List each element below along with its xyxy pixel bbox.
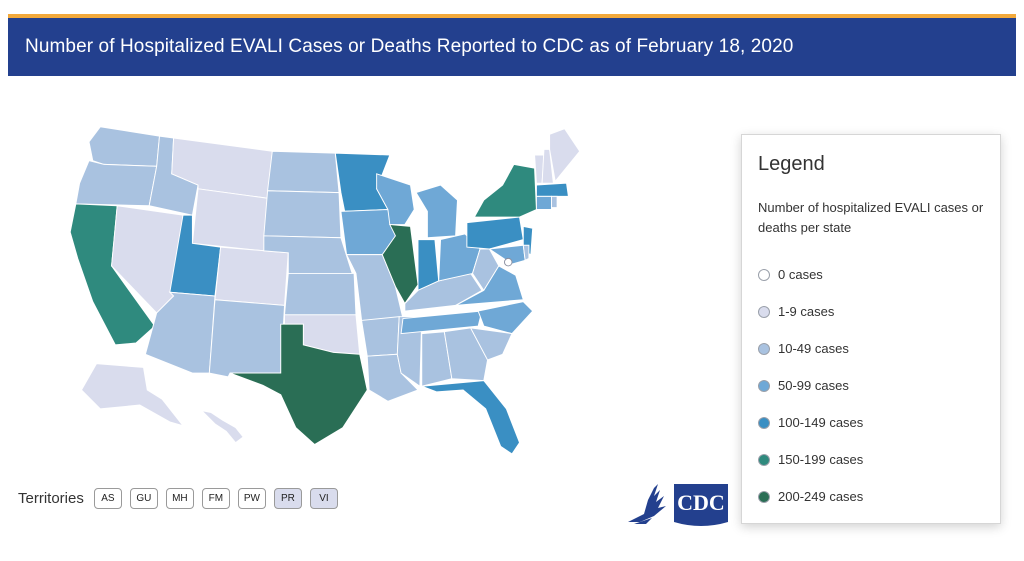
territories-bar: Territories AS GU MH FM PW PR VI [18, 486, 346, 510]
state-nd[interactable] [267, 150, 340, 194]
legend-panel: Legend Number of hospitalized EVALI case… [741, 134, 1001, 524]
state-mi[interactable] [415, 184, 458, 239]
legend-item-label: 200-249 cases [778, 489, 864, 504]
state-tn[interactable] [400, 310, 483, 335]
state-ga[interactable] [443, 327, 489, 382]
state-nh[interactable] [541, 148, 554, 184]
page-title: Number of Hospitalized EVALI Cases or De… [25, 36, 794, 57]
state-de[interactable] [522, 244, 530, 261]
territory-button-as[interactable]: AS [93, 487, 122, 509]
state-hi[interactable] [200, 409, 244, 444]
legend-item-label: 10-49 cases [778, 341, 849, 356]
legend-item-label: 0 cases [778, 267, 823, 282]
state-wv[interactable] [472, 248, 500, 292]
state-sd[interactable] [263, 190, 342, 239]
state-or[interactable] [75, 160, 158, 207]
territory-button-vi[interactable]: VI [309, 487, 338, 509]
territory-button-mh[interactable]: MH [165, 487, 194, 509]
legend-item: 1-9 cases [758, 293, 984, 330]
legend-item: 100-149 cases [758, 404, 984, 441]
territory-button-pr[interactable]: PR [273, 487, 302, 509]
state-ks[interactable] [284, 272, 357, 316]
legend-swatch-icon [758, 268, 770, 281]
territory-button-pw[interactable]: PW [237, 487, 266, 509]
legend-item: 150-199 cases [758, 441, 984, 478]
territory-button-fm[interactable]: FM [201, 487, 230, 509]
state-wa[interactable] [88, 126, 161, 167]
svg-text:CDC: CDC [677, 490, 725, 515]
state-nc[interactable] [477, 301, 534, 335]
state-me[interactable] [549, 128, 580, 183]
legend-item-label: 1-9 cases [778, 304, 835, 319]
legend-item: 50-99 cases [758, 367, 984, 404]
legend-item: 200-249 cases [758, 478, 984, 515]
state-ma[interactable] [535, 182, 569, 197]
legend-item-label: 150-199 cases [778, 452, 864, 467]
state-va[interactable] [455, 265, 524, 306]
territory-button-gu[interactable]: GU [129, 487, 158, 509]
hhs-eagle-icon [628, 484, 666, 524]
state-wi[interactable] [376, 173, 415, 226]
state-wy[interactable] [191, 188, 269, 252]
state-fl[interactable] [421, 380, 521, 455]
state-dc[interactable] [504, 257, 513, 267]
legend-swatch-icon [758, 379, 770, 392]
legend-subtitle: Number of hospitalized EVALI cases or de… [758, 200, 984, 235]
state-sc[interactable] [469, 327, 513, 361]
state-ct[interactable] [535, 195, 552, 210]
legend-item: 0 cases [758, 256, 984, 293]
state-il[interactable] [381, 224, 419, 305]
state-ak[interactable] [80, 363, 185, 427]
legend-swatch-icon [758, 416, 770, 429]
state-ky[interactable] [404, 272, 483, 312]
legend-item-label: 50-99 cases [778, 378, 849, 393]
territories-label: Territories [18, 489, 84, 507]
legend-swatch-icon [758, 453, 770, 466]
legend-item: 10-49 cases [758, 330, 984, 367]
state-ny[interactable] [473, 163, 537, 218]
legend-swatch-icon [758, 490, 770, 503]
header-bar: Number of Hospitalized EVALI Cases or De… [8, 14, 1016, 76]
legend-item-label: 100-149 cases [778, 415, 864, 430]
state-tx[interactable] [229, 323, 368, 446]
us-map [69, 126, 580, 455]
legend-swatch-icon [758, 305, 770, 318]
state-nm[interactable] [208, 299, 286, 378]
state-ar[interactable] [361, 316, 400, 357]
state-pa[interactable] [466, 216, 524, 250]
cdc-logo: CDC [674, 484, 728, 526]
legend-title: Legend [758, 153, 825, 175]
legend-swatch-icon [758, 342, 770, 355]
hhs-cdc-logos: CDC [628, 484, 728, 526]
state-ri[interactable] [551, 195, 558, 209]
state-co[interactable] [214, 246, 289, 306]
